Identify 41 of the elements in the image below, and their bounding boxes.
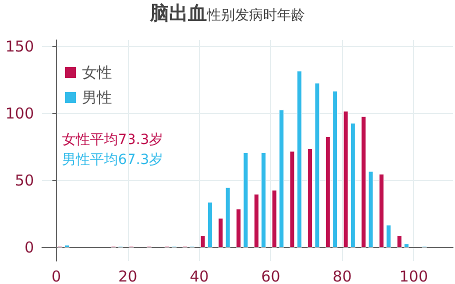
bar	[379, 174, 384, 248]
legend-label: 男性	[82, 88, 112, 106]
x-tick-label: 100	[399, 268, 428, 284]
bar	[361, 116, 366, 248]
bar	[296, 70, 302, 248]
annotation: 女性平均73.3岁	[62, 132, 164, 148]
bar	[272, 190, 277, 248]
bar	[243, 152, 248, 248]
bar	[314, 82, 320, 248]
bar	[386, 224, 392, 248]
bar	[325, 136, 330, 248]
bar	[254, 194, 259, 248]
bar	[278, 110, 284, 248]
bar	[308, 148, 313, 248]
bar	[396, 236, 402, 248]
bar	[225, 187, 230, 248]
bar	[261, 152, 266, 248]
bar	[218, 218, 224, 248]
bar	[64, 244, 70, 248]
chart-subtitle: 性别发病时年龄	[206, 8, 305, 24]
bar	[236, 208, 242, 248]
bar	[343, 110, 348, 248]
bar	[332, 90, 338, 248]
bar	[207, 202, 212, 248]
bar	[350, 123, 356, 248]
x-tick-label: 20	[118, 268, 138, 284]
x-tick-label: 60	[261, 268, 280, 284]
bar	[368, 171, 374, 248]
annotation: 男性平均67.3岁	[62, 152, 164, 168]
bar	[290, 151, 295, 248]
x-tick-label: 0	[52, 268, 62, 284]
y-tick-label: 0	[24, 238, 34, 257]
y-tick-label: 50	[14, 172, 34, 190]
y-tick-label: 150	[5, 38, 34, 56]
legend-label: 女性	[82, 64, 112, 82]
y-tick-label: 100	[5, 104, 34, 123]
x-tick-label: 80	[332, 268, 352, 284]
x-tick-label: 40	[190, 268, 209, 284]
chart-title: 脑出血	[149, 2, 207, 24]
bar	[404, 244, 410, 248]
bar	[200, 236, 206, 248]
